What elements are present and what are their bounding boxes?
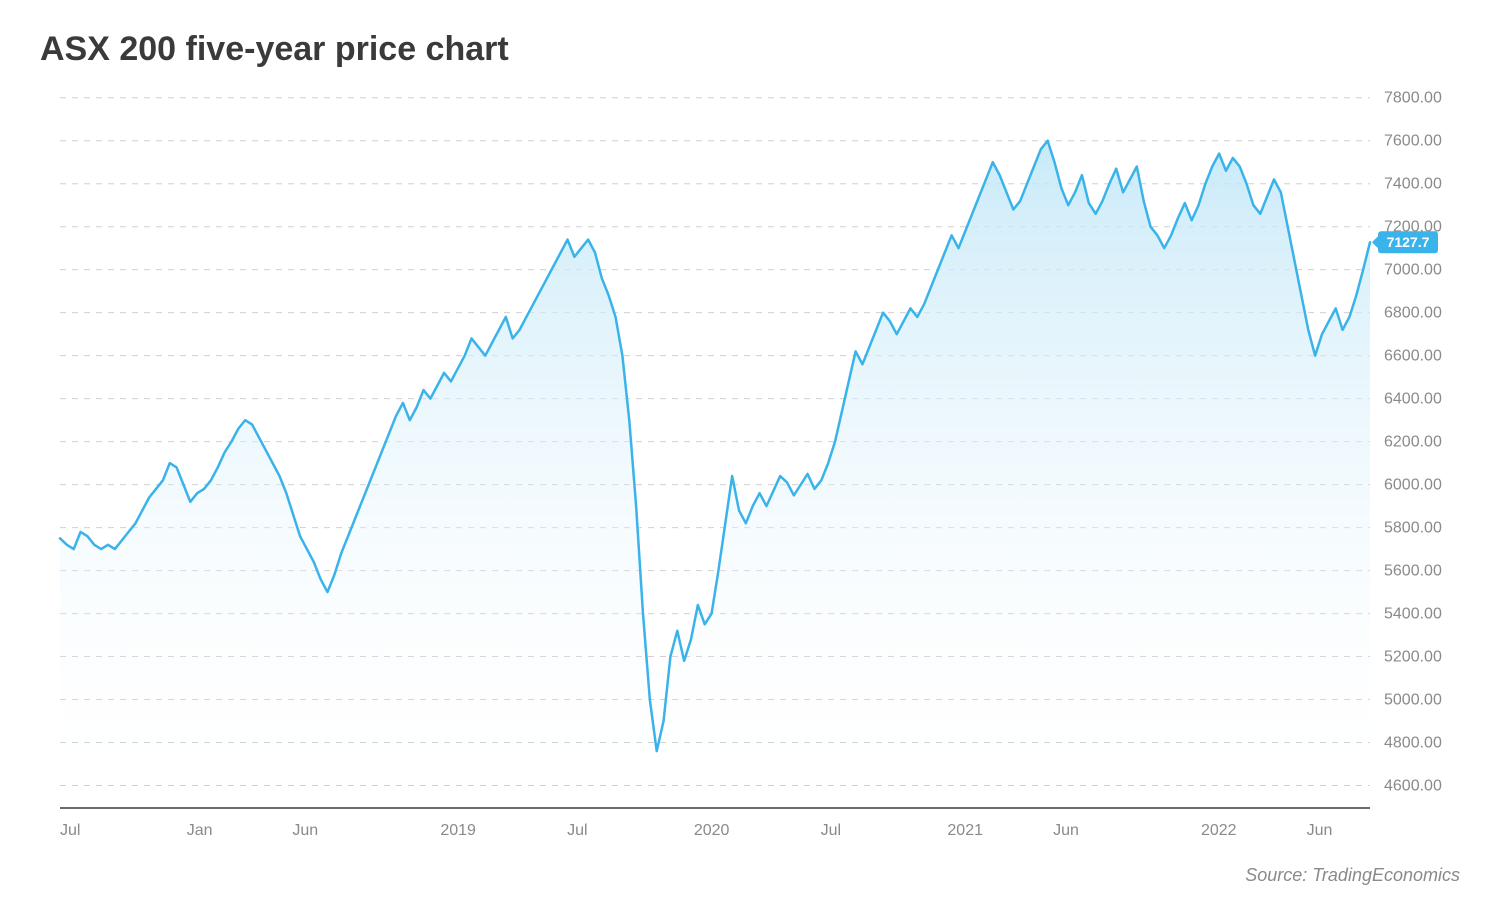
last-value-pointer [1372,236,1378,248]
chart-title: ASX 200 five-year price chart [40,30,1460,69]
chart-area: 4600.00 4800.00 5000.00 5200.00 5400.00 5600.… [40,87,1460,847]
y-axis-label: 5200.00 [1384,649,1442,666]
y-axis-label: 7800.00 [1384,90,1442,107]
y-axis-label: 7000.00 [1384,262,1442,279]
y-axis-label: 7600.00 [1384,133,1442,150]
x-axis-label: Jan [187,822,213,839]
y-axis-label: 5800.00 [1384,520,1442,537]
y-axis-label: 6000.00 [1384,477,1442,494]
y-axis-label: 6800.00 [1384,305,1442,322]
x-axis-label: Jul [60,822,80,839]
x-axis-label: 2022 [1201,822,1237,839]
y-axis-label: 6200.00 [1384,434,1442,451]
area-fill [60,141,1370,807]
x-axis-label: 2019 [440,822,476,839]
x-axis-label: Jul [821,822,841,839]
price-chart-svg: 4600.00 4800.00 5000.00 5200.00 5400.00 5600.… [40,87,1460,847]
y-axis-label: 4600.00 [1384,778,1442,795]
source-attribution: Source: TradingEconomics [1245,865,1460,886]
last-value-label: 7127.7 [1387,234,1430,250]
x-axis-label: Jun [1053,822,1079,839]
y-axis-label: 4800.00 [1384,735,1442,752]
y-axis-label: 5400.00 [1384,606,1442,623]
x-axis-label: 2021 [947,822,983,839]
y-axis-label: 6600.00 [1384,348,1442,365]
x-axis-label: 2020 [694,822,730,839]
y-axis-label: 7400.00 [1384,176,1442,193]
y-axis-label: 5600.00 [1384,563,1442,580]
x-axis-label: Jun [1307,822,1333,839]
y-axis-label: 5000.00 [1384,692,1442,709]
y-axis-label: 6400.00 [1384,391,1442,408]
x-axis-label: Jun [292,822,318,839]
x-axis-label: Jul [567,822,587,839]
